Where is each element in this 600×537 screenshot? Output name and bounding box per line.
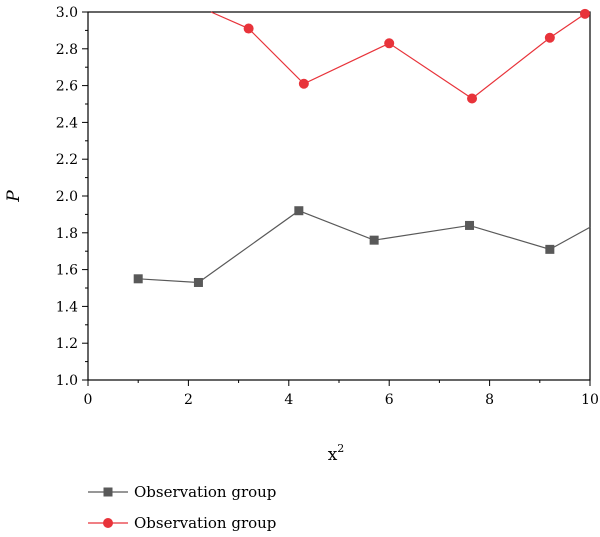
y-tick-label: 1.8 — [56, 226, 78, 242]
legend-label: Observation group — [134, 483, 276, 501]
y-tick-label: 1.4 — [56, 299, 78, 315]
x-tick-label: 6 — [385, 392, 394, 408]
y-tick-label: 2.0 — [56, 189, 78, 205]
x-axis-title-superscript: 2 — [337, 442, 344, 455]
series-layer — [133, 8, 591, 287]
y-tick-label: 2.8 — [56, 42, 78, 58]
data-point — [243, 23, 254, 34]
data-point — [384, 38, 395, 49]
x-tick-label: 2 — [184, 392, 193, 408]
legend: Observation group Observation group — [88, 483, 276, 532]
x-axis-title-base: x — [328, 445, 338, 465]
y-tick-label: 3.0 — [56, 5, 78, 21]
x-axis-title: x2 — [328, 442, 345, 465]
legend-marker — [103, 518, 113, 528]
data-point — [298, 78, 309, 89]
y-axis-title: P — [4, 190, 24, 203]
x-tick-label: 0 — [84, 392, 93, 408]
data-point — [545, 244, 555, 254]
data-point — [133, 274, 143, 284]
y-tick-label: 1.0 — [56, 373, 78, 389]
legend-item: Observation group — [88, 514, 276, 532]
y-tick-label: 1.2 — [56, 336, 78, 352]
x-tick-label: 4 — [284, 392, 293, 408]
y-tick-label: 2.4 — [56, 115, 78, 131]
series-line — [210, 11, 586, 100]
series-line — [138, 210, 591, 284]
axis-ticks — [82, 11, 591, 386]
series-1 — [133, 206, 591, 287]
x-tick-label: 8 — [485, 392, 494, 408]
legend-item: Observation group — [88, 483, 276, 501]
data-point — [579, 8, 590, 19]
y-tick-label: 1.6 — [56, 263, 78, 279]
legend-label: Observation group — [134, 514, 276, 532]
data-point — [294, 206, 304, 216]
series-2 — [210, 8, 590, 104]
data-point — [465, 220, 475, 230]
x-tick-label: 10 — [581, 392, 599, 408]
legend-marker — [103, 487, 113, 497]
y-tick-label: 2.6 — [56, 79, 78, 95]
data-point — [467, 93, 478, 104]
data-point — [544, 32, 555, 43]
data-point — [193, 277, 203, 287]
y-tick-label: 2.2 — [56, 152, 78, 168]
data-point — [369, 235, 379, 245]
axis-tick-labels: 0 2 4 6 8 10 1.0 1.2 1.4 1.6 1.8 2.0 2.2 2.4 2.6 2.8 3.0 — [56, 5, 599, 408]
